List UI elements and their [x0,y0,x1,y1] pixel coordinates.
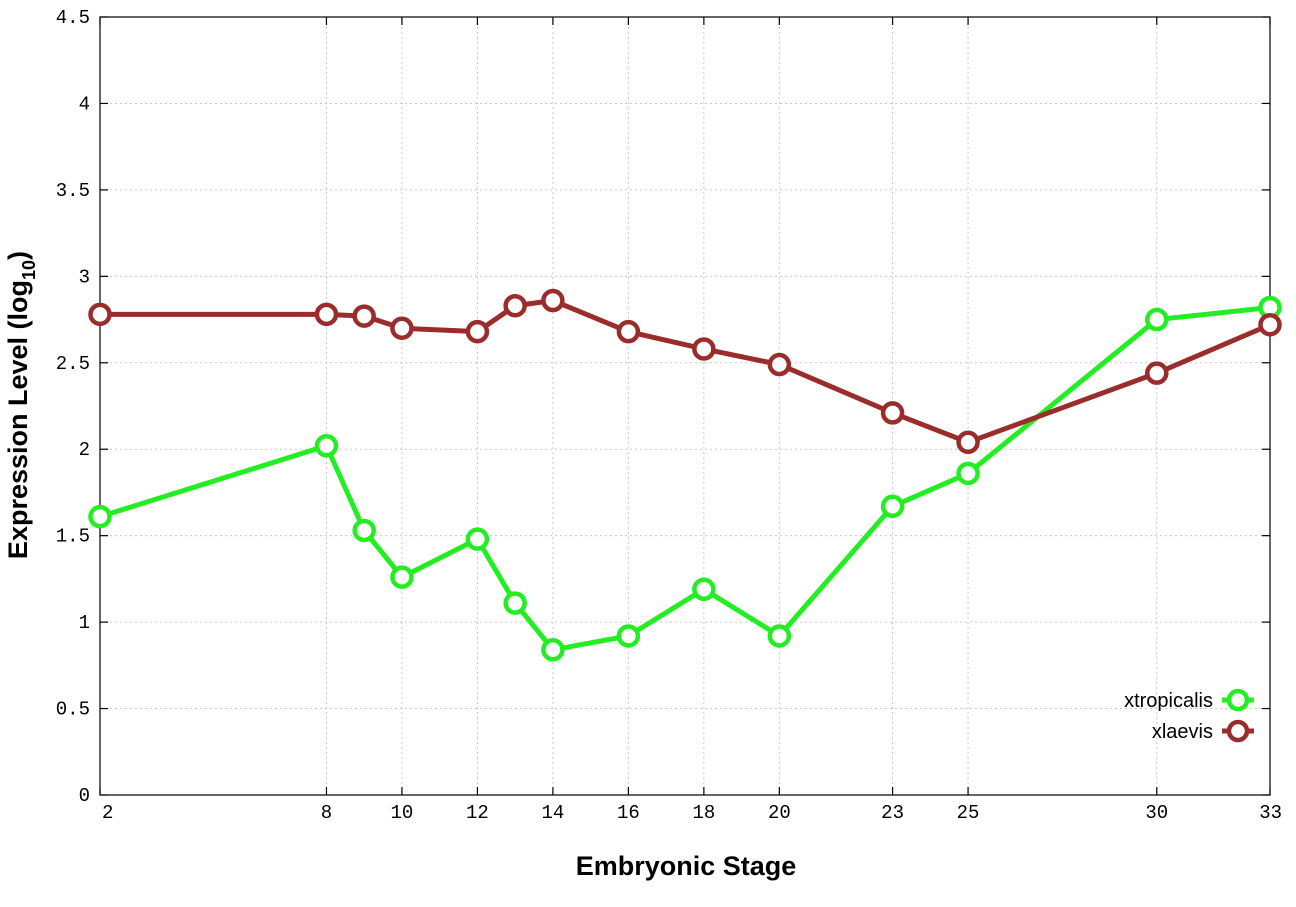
legend-label-xlaevis: xlaevis [1152,721,1213,743]
x-tick-label: 20 [768,802,791,824]
y-tick-label: 0.5 [56,699,90,721]
data-point-xtropicalis [314,434,339,458]
data-point-xlaevis [503,293,527,318]
y-axis-title-close: ) [3,251,33,260]
y-tick-label: 3 [79,266,90,288]
series-xlaevis [88,288,1282,455]
x-tick-label: 2 [102,802,113,824]
y-tick-label: 4 [79,93,90,115]
y-tick-labels: 0 0.5 1 1.5 2 2.5 3 3.5 4 4.5 [56,7,90,807]
legend-label-xtropicalis: xtropicalis [1124,690,1213,712]
data-point-xlaevis [314,302,339,327]
data-point-xlaevis [1145,361,1169,385]
legend-entry-xlaevis: xlaevis [1152,719,1254,743]
x-tick-label: 33 [1259,802,1282,824]
x-tick-label: 23 [881,802,904,824]
axis-ticks [99,16,1271,796]
x-tick-label: 10 [391,802,414,824]
data-point-xtropicalis [88,504,112,529]
y-axis-title: Expression Level (log10) [3,251,39,559]
y-tick-label: 2 [79,439,90,461]
x-tick-label: 16 [617,802,640,824]
x-tick-label: 12 [466,802,489,824]
data-point-xtropicalis [541,638,565,662]
data-point-xlaevis [692,337,716,361]
data-point-xtropicalis [616,624,641,648]
data-point-xtropicalis [767,624,792,648]
data-point-xlaevis [541,288,565,313]
data-point-xtropicalis [352,518,376,543]
legend: xtropicalis xlaevis [1124,688,1254,743]
x-tick-labels: 2 8 10 12 14 16 18 20 23 25 30 33 [102,802,1282,824]
data-point-xlaevis [465,319,490,344]
y-tick-label: 0 [79,785,90,807]
data-point-xlaevis [390,316,414,340]
y-axis-title-main: Expression Level (log [3,280,33,559]
y-tick-label: 1.5 [56,526,90,548]
data-point-xtropicalis [692,577,716,602]
x-tick-label: 25 [957,802,980,824]
data-point-xlaevis [880,401,905,425]
y-axis-title-subscript: 10 [19,260,39,280]
data-point-xtropicalis [1145,307,1169,332]
data-point-xlaevis [767,352,792,377]
legend-marker-xlaevis [1226,719,1250,743]
data-point-xtropicalis [390,565,414,589]
grid-lines [100,17,1270,795]
data-point-xlaevis [88,302,112,327]
data-point-xlaevis [616,319,641,344]
data-point-xtropicalis [503,591,527,615]
y-tick-label: 1 [79,612,90,634]
legend-marker-xtropicalis [1226,688,1250,712]
data-point-xtropicalis [880,494,905,519]
x-tick-label: 18 [692,802,715,824]
y-tick-label: 3.5 [56,180,90,202]
data-point-xlaevis [956,430,980,455]
x-tick-label: 8 [321,802,332,824]
x-tick-label: 30 [1145,802,1168,824]
x-tick-label: 14 [541,802,564,824]
legend-entry-xtropicalis: xtropicalis [1124,688,1254,712]
plot-frame [99,16,1271,796]
x-axis-title: Embryonic Stage [576,851,797,881]
series-line-xtropicalis [99,304,1271,653]
series-group [88,288,1282,662]
data-point-xtropicalis [956,461,980,486]
data-point-xtropicalis [465,527,490,551]
data-point-xlaevis [352,304,376,328]
series-xtropicalis [88,295,1282,662]
data-point-xlaevis [1258,312,1282,337]
y-tick-label: 2.5 [56,353,90,375]
y-tick-label: 4.5 [56,7,90,29]
